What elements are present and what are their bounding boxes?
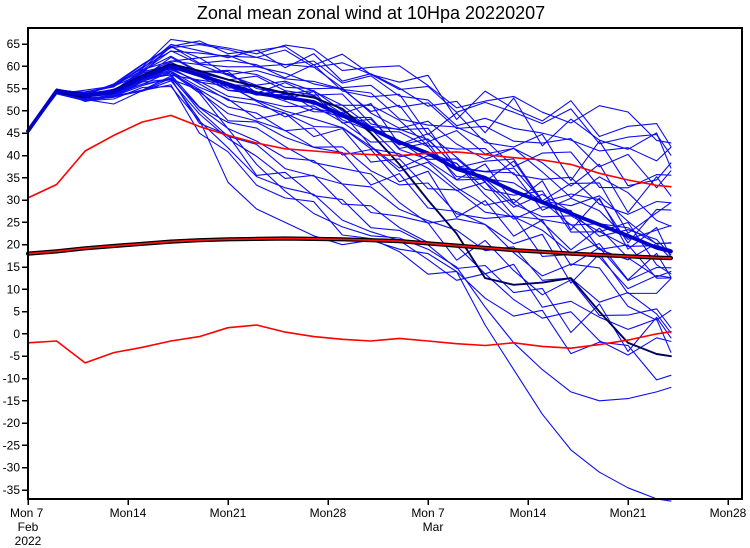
y-axis-tick-label: 15 bbox=[7, 260, 21, 274]
y-axis-tick-label: -35 bbox=[3, 483, 21, 497]
y-axis-tick-label: 10 bbox=[7, 282, 21, 296]
ensemble-member-line bbox=[27, 38, 672, 144]
ensemble-member-line bbox=[27, 46, 672, 189]
plot-border bbox=[27, 27, 743, 500]
y-axis-tick-label: -5 bbox=[9, 349, 20, 363]
x-axis-month-label: 2022 bbox=[15, 534, 42, 548]
chart-title: Zonal mean zonal wind at 10Hpa 20220207 bbox=[196, 3, 546, 23]
ensemble-member-line bbox=[27, 43, 672, 169]
y-axis-tick-label: 20 bbox=[7, 238, 21, 252]
climatology-mean-line bbox=[27, 237, 672, 259]
x-axis-tick-label: Mon 7 bbox=[10, 506, 44, 520]
x-axis-tick-label: Mon21 bbox=[610, 506, 647, 520]
y-axis-tick-label: -10 bbox=[3, 372, 21, 386]
ensemble-member-line bbox=[27, 66, 672, 278]
climatology-upper-line bbox=[27, 114, 672, 199]
y-axis-tick-label: -15 bbox=[3, 394, 21, 408]
y-axis-tick-label: -25 bbox=[3, 438, 21, 452]
x-axis-tick-label: Mon 7 bbox=[411, 506, 445, 520]
operational-forecast-line bbox=[27, 63, 672, 358]
x-axis-tick-label: Mon14 bbox=[110, 506, 147, 520]
ensemble-member-line bbox=[27, 85, 672, 356]
ensemble-member-line bbox=[27, 50, 672, 189]
y-axis-tick-label: -30 bbox=[3, 461, 21, 475]
y-axis-tick-label: 5 bbox=[13, 305, 20, 319]
climatology-mean-outline bbox=[25, 236, 674, 261]
climatology-lower-line bbox=[27, 324, 672, 364]
y-axis-tick-label: 65 bbox=[7, 37, 21, 51]
ensemble-member-line bbox=[27, 45, 672, 187]
y-axis-tick-label: -20 bbox=[3, 416, 21, 430]
y-axis-tick-label: 35 bbox=[7, 171, 21, 185]
x-axis-month-label: Mar bbox=[423, 520, 444, 534]
y-axis-tick-label: 0 bbox=[13, 327, 20, 341]
ensemble-member-line bbox=[27, 77, 672, 334]
ensemble-member-line bbox=[27, 40, 672, 148]
ensemble-member-line bbox=[27, 80, 672, 353]
ensemble-member-line bbox=[27, 44, 672, 156]
ensemble-member-line bbox=[27, 75, 672, 329]
ensemble-member-line bbox=[27, 72, 672, 282]
y-axis-tick-label: 30 bbox=[7, 193, 21, 207]
x-axis-month-label: Feb bbox=[18, 520, 39, 534]
y-axis-tick-label: 25 bbox=[7, 215, 21, 229]
ensemble-member-low-1 bbox=[27, 79, 672, 502]
x-axis-tick-label: Mon28 bbox=[310, 506, 347, 520]
y-axis-tick-label: 40 bbox=[7, 149, 21, 163]
x-axis-tick-label: Mon28 bbox=[710, 506, 747, 520]
y-axis-tick-label: 50 bbox=[7, 104, 21, 118]
x-axis-tick-label: Mon14 bbox=[510, 506, 547, 520]
x-axis-tick-label: Mon21 bbox=[210, 506, 247, 520]
y-axis-tick-label: 45 bbox=[7, 126, 21, 140]
ensemble-member-line bbox=[27, 78, 672, 294]
y-axis-tick-label: 60 bbox=[7, 59, 21, 73]
y-axis-tick-label: 55 bbox=[7, 82, 21, 96]
ensemble-mean-line bbox=[26, 64, 673, 254]
ensemble-member-line bbox=[27, 84, 672, 381]
